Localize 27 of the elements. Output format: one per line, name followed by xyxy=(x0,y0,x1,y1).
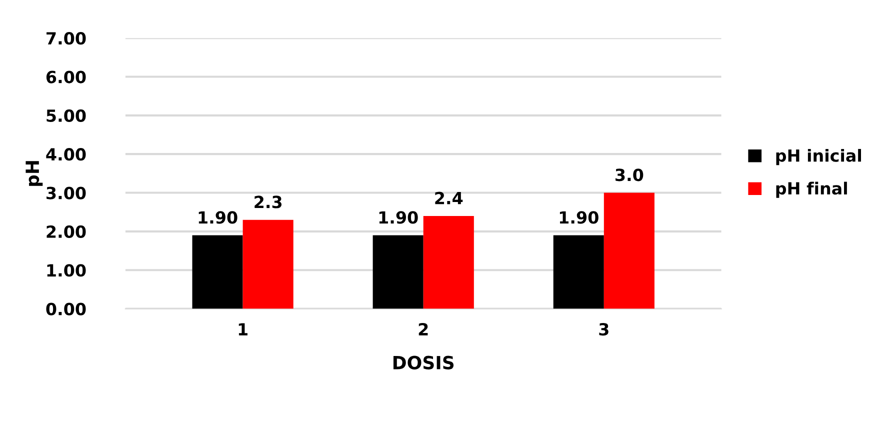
data-label: 1.90 xyxy=(198,211,238,224)
bar xyxy=(423,216,474,309)
bar xyxy=(192,235,243,309)
data-label: 1.90 xyxy=(560,211,598,224)
text: 3.00 xyxy=(46,186,86,200)
text: 4.00 xyxy=(46,148,86,161)
x-tick-label: 2 xyxy=(418,322,428,336)
text: 2.00 xyxy=(46,225,86,238)
legend-label: pH inicial xyxy=(776,148,861,166)
x-tick-label: 1 xyxy=(238,323,248,336)
x-axis-title: DOSIS xyxy=(393,356,454,370)
data-label: 1.90 xyxy=(379,211,418,224)
text: 1.00 xyxy=(47,264,86,277)
bar xyxy=(604,192,654,309)
text: 0.00 xyxy=(46,302,86,316)
text: 7.00 xyxy=(46,32,86,45)
bar xyxy=(242,220,294,309)
legend-label: pH final xyxy=(776,182,847,198)
text: 6.00 xyxy=(46,70,86,84)
data-label: 2.4 xyxy=(435,192,463,204)
data-label: 3.0 xyxy=(616,168,644,182)
bar xyxy=(372,235,424,309)
data-label: 2.3 xyxy=(254,196,282,208)
text: 5.00 xyxy=(46,109,86,122)
y-axis-title: pH xyxy=(26,161,43,186)
bar xyxy=(553,235,604,309)
x-tick-label: 3 xyxy=(599,322,608,336)
